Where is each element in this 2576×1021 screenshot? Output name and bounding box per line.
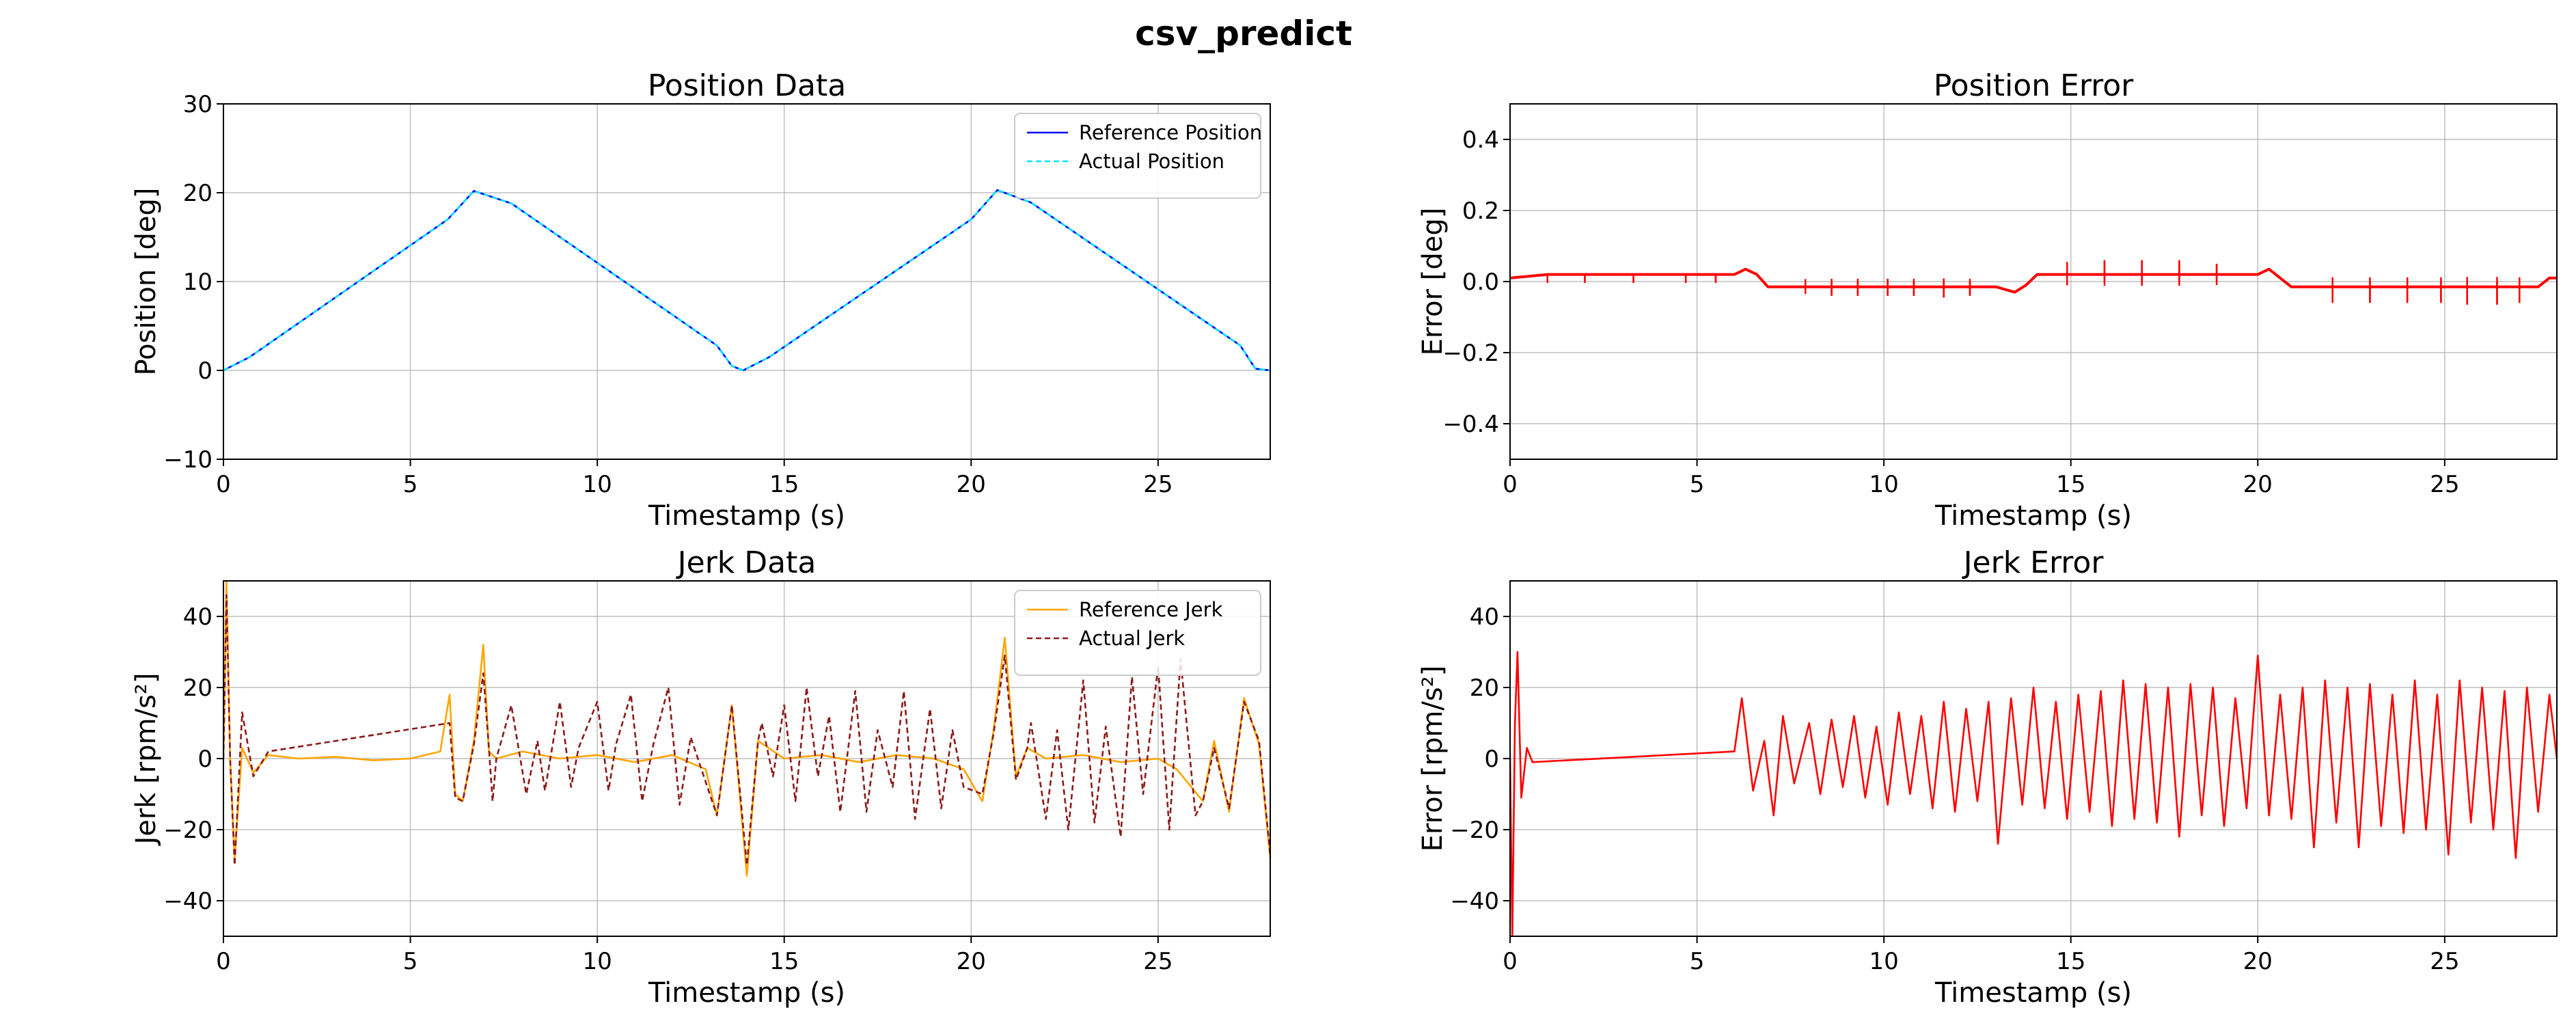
jerk-data-title: Jerk Data xyxy=(676,545,817,580)
position-data-legend-box xyxy=(1014,113,1261,199)
jerk-data-panel: 0 5 10 15 20 25 −40 −20 0 20 40 Jerk Data Timestamp … xyxy=(131,545,1271,1009)
jerk-error-ytick-label: 20 xyxy=(1470,675,1499,702)
jerk-data-ytick-label: 20 xyxy=(183,675,213,702)
jerk-error-series-0-line xyxy=(1510,651,2557,936)
jerk-error-xlabel: Timestamp (s) xyxy=(1934,977,2132,1009)
jerk-error-xtick-label: 5 xyxy=(1690,948,1705,975)
position-error-series-0-line xyxy=(1510,267,2557,294)
position-data-ylabel: Position [deg] xyxy=(131,187,162,375)
position-error-xtick-label: 25 xyxy=(2430,471,2459,498)
position-error-panel: 0 5 10 15 20 25 −0.4 −0.2 0.0 0.2 0.4 Position Erro… xyxy=(1417,68,2558,532)
position-data-xlabel: Timestamp (s) xyxy=(648,500,845,532)
position-data-legend-label: Actual Position xyxy=(1079,150,1224,173)
position-data-plot-area xyxy=(223,189,1270,372)
jerk-data-xtick-label: 25 xyxy=(1143,948,1173,975)
position-data-title: Position Data xyxy=(648,68,846,103)
position-data-xtick-label: 5 xyxy=(403,471,418,498)
position-data-xtick-label: 25 xyxy=(1143,471,1173,498)
jerk-error-panel: 0 5 10 15 20 25 −40 −20 0 20 40 Jerk Error Timestamp… xyxy=(1417,545,2558,1009)
jerk-data-legend-label: Actual Jerk xyxy=(1079,627,1185,650)
position-error-xtick-label: 20 xyxy=(2243,471,2273,498)
jerk-error-xtick-label: 10 xyxy=(1869,948,1899,975)
jerk-error-xtick-label: 25 xyxy=(2430,948,2459,975)
position-error-ytick-label: 0.0 xyxy=(1462,269,1499,296)
position-error-xlabel: Timestamp (s) xyxy=(1934,500,2132,532)
position-error-ytick-label: 0.4 xyxy=(1462,126,1499,154)
position-data-series-0-line xyxy=(223,189,1270,372)
jerk-data-xtick-label: 20 xyxy=(957,948,986,975)
jerk-error-xtick-label: 0 xyxy=(1503,948,1518,975)
position-data-xtick-label: 0 xyxy=(216,471,231,498)
jerk-data-series-1-line xyxy=(223,594,1270,867)
jerk-error-ylabel: Error [rpm/s²] xyxy=(1417,666,1449,852)
position-data-xtick-label: 10 xyxy=(583,471,612,498)
jerk-error-ytick-label: 0 xyxy=(1484,746,1499,773)
jerk-data-xtick-label: 5 xyxy=(403,948,418,975)
position-error-xtick-label: 0 xyxy=(1503,471,1518,498)
jerk-data-legend: Reference Jerk Actual Jerk xyxy=(1014,590,1261,676)
position-data-ytick-label: 20 xyxy=(183,180,213,207)
jerk-data-plot-area xyxy=(223,581,1270,877)
position-error-title: Position Error xyxy=(1934,68,2134,103)
figure-suptitle: csv_predict xyxy=(1135,14,1352,53)
jerk-data-ytick-label: 40 xyxy=(183,603,213,631)
position-data-ytick-label: 10 xyxy=(183,269,213,296)
position-data-ytick-label: 30 xyxy=(183,91,213,118)
jerk-error-ytick-label: −40 xyxy=(1450,888,1499,915)
jerk-error-xtick-label: 20 xyxy=(2243,948,2273,975)
position-data-xtick-label: 15 xyxy=(769,471,799,498)
jerk-error-xtick-label: 15 xyxy=(2056,948,2085,975)
jerk-error-ytick-label: −20 xyxy=(1450,817,1499,844)
position-error-ytick-label: −0.2 xyxy=(1442,340,1499,367)
jerk-error-title: Jerk Error xyxy=(1962,545,2105,580)
position-data-series-1-line xyxy=(223,189,1270,372)
position-error-xtick-label: 15 xyxy=(2056,471,2085,498)
position-data-legend: Reference Position Actual Position xyxy=(1014,113,1262,199)
position-data-legend-label: Reference Position xyxy=(1079,121,1262,144)
jerk-data-ytick-label: 0 xyxy=(197,746,213,773)
jerk-error-plot-area xyxy=(1510,651,2557,936)
position-error-xtick-label: 10 xyxy=(1869,471,1899,498)
jerk-data-xtick-label: 0 xyxy=(216,948,231,975)
jerk-data-ytick-label: −20 xyxy=(163,817,213,844)
position-error-xtick-label: 5 xyxy=(1690,471,1705,498)
jerk-data-ylabel: Jerk [rpm/s²] xyxy=(131,672,162,846)
jerk-data-xtick-label: 15 xyxy=(769,948,799,975)
position-error-plot-area xyxy=(1510,260,2557,305)
jerk-data-legend-label: Reference Jerk xyxy=(1079,598,1223,621)
jerk-error-ytick-label: 40 xyxy=(1470,603,1499,631)
position-error-ytick-label: 0.2 xyxy=(1462,198,1499,225)
jerk-data-xtick-label: 10 xyxy=(583,948,612,975)
jerk-data-xlabel: Timestamp (s) xyxy=(648,977,845,1009)
position-data-ytick-label: 0 xyxy=(197,357,213,385)
position-error-ytick-label: −0.4 xyxy=(1442,411,1499,438)
position-error-ylabel: Error [deg] xyxy=(1417,208,1449,356)
position-data-ytick-label: −10 xyxy=(163,446,213,474)
position-data-xtick-label: 20 xyxy=(957,471,986,498)
jerk-data-legend-box xyxy=(1014,590,1261,676)
jerk-data-ytick-label: −40 xyxy=(163,888,213,915)
